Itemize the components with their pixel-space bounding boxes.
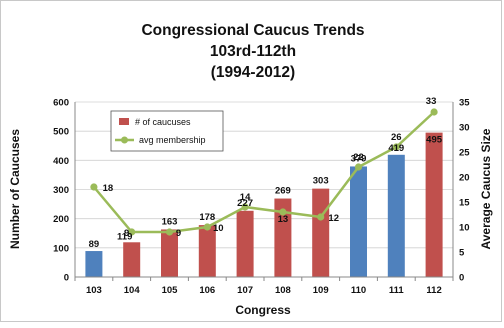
line-series <box>90 108 438 236</box>
line-data-label: 14 <box>240 192 251 203</box>
line-data-label: 9 <box>176 228 181 239</box>
y2-tick-label: 20 <box>459 173 470 184</box>
bar-data-label: 89 <box>89 239 100 250</box>
line-data-label: 33 <box>426 96 437 107</box>
line-data-label: 9 <box>124 228 129 239</box>
y2-tick-label: 15 <box>459 198 470 209</box>
x-tick-label: 112 <box>426 285 441 296</box>
line-point <box>90 183 98 191</box>
bar-data-label: 379 <box>351 153 367 164</box>
chart: Congressional Caucus Trends 103rd-112th … <box>8 22 493 317</box>
legend-label-caucuses: # of caucuses <box>135 117 191 127</box>
y2-tick-label: 0 <box>459 273 464 284</box>
line-point <box>203 223 211 231</box>
line-point <box>354 163 363 171</box>
y-tick-label: 300 <box>53 185 69 196</box>
bar <box>274 198 292 277</box>
membership-line <box>92 111 435 234</box>
bar <box>85 251 103 277</box>
x-tick-label: 107 <box>237 285 253 296</box>
bar-series <box>85 132 443 277</box>
data-labels: 89 119 163 178 227 269 303 379 419 495 18 9 9 10 14 13 1… <box>89 96 443 250</box>
bar <box>350 166 367 277</box>
legend: # of caucuses avg membership <box>110 110 224 152</box>
legend-swatch-membership-marker <box>121 136 128 144</box>
line-point <box>279 208 287 216</box>
y2-tick-label: 5 <box>459 248 465 259</box>
line-point <box>165 228 174 236</box>
x-tick-label: 106 <box>199 285 215 296</box>
line-data-label: 26 <box>391 132 402 143</box>
y-tick-label: 400 <box>53 156 69 167</box>
x-tick-label: 110 <box>351 285 366 296</box>
y-tick-label: 100 <box>53 243 69 254</box>
y-tick-label: 200 <box>53 214 69 225</box>
y2-tick-label: 35 <box>459 98 470 109</box>
bar-data-label: 269 <box>275 186 291 197</box>
y-axis-title: Number of Caucuses <box>8 129 22 249</box>
bar <box>236 210 254 277</box>
y2-axis-title: Average Caucus Size <box>479 128 493 249</box>
bar-data-label: 495 <box>426 135 443 146</box>
line-point <box>241 203 249 211</box>
bar-data-label: 303 <box>313 176 329 187</box>
bar <box>198 225 216 277</box>
bar-data-label: 119 <box>117 231 132 242</box>
line-point <box>128 228 136 236</box>
y-tick-label: 600 <box>53 98 69 109</box>
x-tick-label: 104 <box>124 285 141 296</box>
chart-frame: Congressional Caucus Trends 103rd-112th … <box>0 0 502 322</box>
bar <box>161 229 178 277</box>
bar <box>387 154 405 277</box>
chart-title-line-2: 103rd-112th <box>210 43 296 60</box>
legend-box <box>110 110 224 152</box>
y2-tick-label: 10 <box>459 223 470 234</box>
y2-tick-label: 25 <box>459 148 470 159</box>
line-point <box>392 143 400 151</box>
y-tick-label: 0 <box>64 273 69 284</box>
bar <box>123 242 141 277</box>
x-tick-label: 109 <box>313 285 329 296</box>
x-axis-title: Congress <box>235 303 291 317</box>
y-tick-label: 500 <box>53 127 69 138</box>
line-data-label: 13 <box>278 214 289 225</box>
line-data-label: 12 <box>328 213 339 224</box>
chart-title-line-3: (1994-2012) <box>211 64 295 81</box>
chart-title-line-1: Congressional Caucus Trends <box>141 22 364 39</box>
bar-data-label: 227 <box>237 198 253 209</box>
legend-swatch-caucuses <box>119 118 129 125</box>
line-data-label: 10 <box>213 223 224 234</box>
x-tick-label: 105 <box>162 285 179 296</box>
bar-data-label: 178 <box>199 212 215 223</box>
bar <box>425 132 443 277</box>
x-tick-label: 108 <box>275 285 291 296</box>
bar <box>312 188 330 277</box>
line-point <box>317 213 325 221</box>
line-point <box>430 108 438 116</box>
x-tick-label: 103 <box>86 285 102 296</box>
bar-data-label: 163 <box>162 216 178 227</box>
line-data-label: 18 <box>103 183 114 194</box>
y2-tick-label: 30 <box>459 123 470 134</box>
bar-data-label: 419 <box>388 143 404 154</box>
legend-label-membership: avg membership <box>139 135 206 145</box>
line-data-label: 22 <box>353 152 364 163</box>
x-tick-label: 111 <box>389 285 405 296</box>
